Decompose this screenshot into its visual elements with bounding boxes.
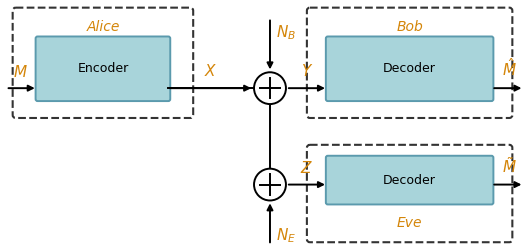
Text: Eve: Eve xyxy=(397,216,422,230)
Text: $Z$: $Z$ xyxy=(301,160,313,176)
Text: $Y$: $Y$ xyxy=(301,63,313,79)
Text: Bob: Bob xyxy=(396,20,423,33)
FancyBboxPatch shape xyxy=(13,8,193,118)
Text: $X$: $X$ xyxy=(205,63,218,79)
Text: $\tilde{M}$: $\tilde{M}$ xyxy=(502,156,517,176)
Text: Encoder: Encoder xyxy=(77,62,129,75)
Text: Decoder: Decoder xyxy=(383,174,436,186)
FancyBboxPatch shape xyxy=(326,36,493,101)
Text: $N_E$: $N_E$ xyxy=(276,226,296,245)
Text: $N_B$: $N_B$ xyxy=(276,23,296,42)
Text: $\hat{M}$: $\hat{M}$ xyxy=(502,57,517,79)
Circle shape xyxy=(254,169,286,200)
Text: Decoder: Decoder xyxy=(383,62,436,75)
FancyBboxPatch shape xyxy=(326,156,493,204)
Text: $M$: $M$ xyxy=(13,64,28,80)
Text: Alice: Alice xyxy=(86,20,120,33)
FancyBboxPatch shape xyxy=(36,36,170,101)
FancyBboxPatch shape xyxy=(307,145,513,242)
FancyBboxPatch shape xyxy=(307,8,513,118)
Circle shape xyxy=(254,72,286,104)
